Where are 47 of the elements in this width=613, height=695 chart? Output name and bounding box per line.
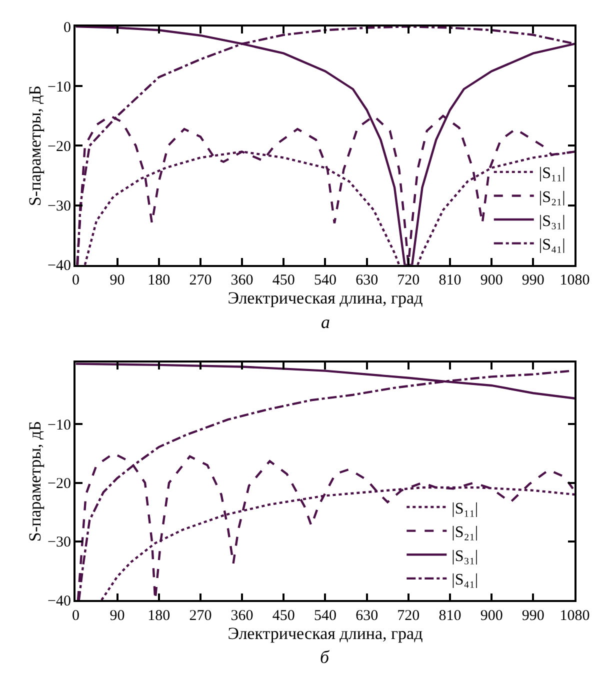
legend-label: |S₁₁| (452, 500, 478, 518)
legend-label: |S₄₁| (538, 236, 566, 254)
x-tick-label: 810 (438, 272, 462, 289)
y-tick-label: −30 (47, 534, 71, 551)
x-tick-label: 180 (148, 608, 170, 624)
legend-label: |S₁₁| (538, 165, 566, 182)
x-tick-label: 630 (356, 272, 378, 289)
x-tick-label: 360 (230, 608, 254, 624)
x-tick-label: 180 (148, 272, 170, 289)
x-tick-label: 1080 (560, 272, 590, 289)
x-tick-label: 270 (189, 608, 212, 624)
x-tick-label: 450 (272, 272, 295, 289)
y-tick-label: −20 (47, 138, 71, 155)
x-tick-label: 450 (272, 608, 295, 624)
x-tick-label: 630 (356, 608, 378, 624)
x-tick-label: 900 (480, 272, 503, 289)
x-tick-label: 900 (480, 608, 503, 624)
y-tick-label: −40 (47, 258, 71, 274)
x-tick-label: 360 (230, 272, 254, 289)
x-tick-label: 990 (522, 608, 544, 624)
y-tick-label: −10 (47, 79, 71, 96)
y-tick-label: −20 (47, 476, 71, 492)
y-tick-label: −10 (47, 417, 71, 434)
x-tick-label: 90 (110, 272, 125, 289)
legend-label: |S₂₁| (538, 188, 566, 206)
x-tick-label: 1080 (560, 608, 590, 624)
x-tick-label: 90 (110, 608, 125, 624)
x-axis-title: Электрическая длина, град (228, 624, 424, 643)
text: б (320, 647, 330, 667)
legend-label: |S₂₁| (452, 524, 478, 542)
x-tick-label: 270 (189, 272, 212, 289)
legend-label: |S₄₁| (452, 572, 478, 589)
y-tick-label: −30 (47, 198, 71, 215)
legend-label: |S₃₁| (452, 548, 478, 565)
x-tick-label: 720 (397, 272, 420, 289)
x-tick-label: 720 (397, 608, 420, 624)
y-tick-label: 0 (63, 20, 71, 36)
y-tick-label: −40 (47, 593, 71, 610)
legend-label: |S₃₁| (538, 212, 566, 230)
text: а (321, 312, 330, 332)
y-axis-title: S-параметры, дБ (26, 85, 45, 206)
x-axis-title: Электрическая длина, град (228, 288, 424, 308)
y-axis-title: S-параметры, дБ (26, 421, 45, 542)
x-tick-label: 990 (522, 272, 544, 289)
x-tick-label: 540 (314, 608, 336, 624)
x-tick-label: 540 (314, 272, 336, 289)
x-tick-label: 810 (438, 608, 462, 624)
